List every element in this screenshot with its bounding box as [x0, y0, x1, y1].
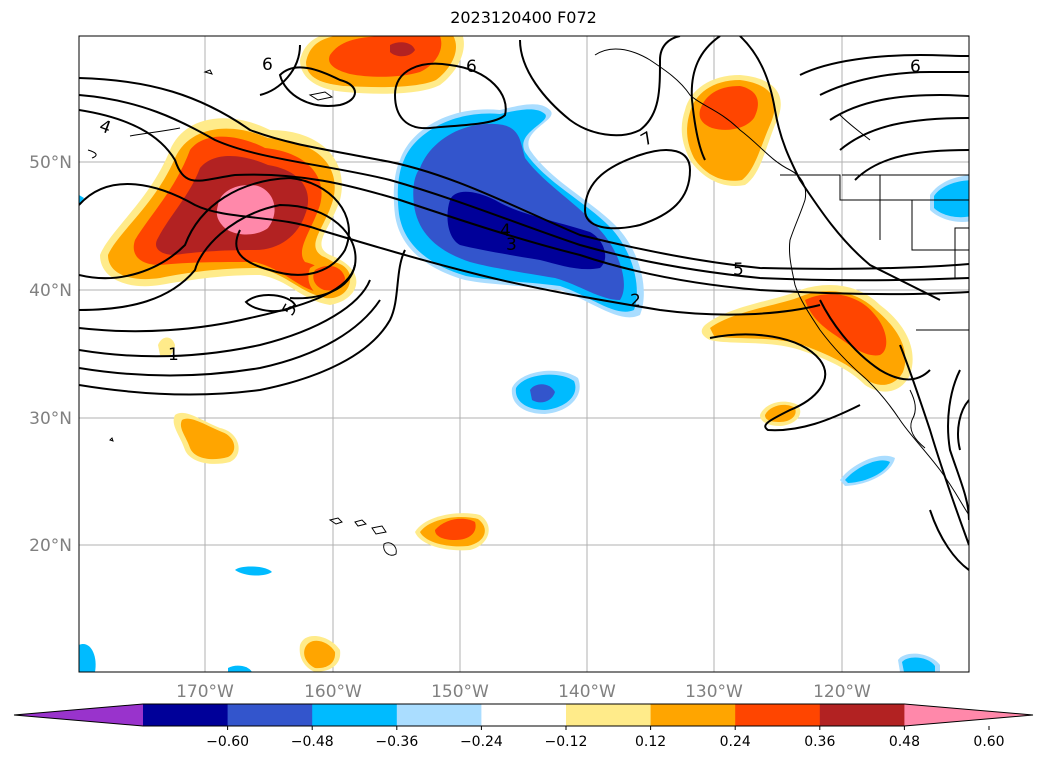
colorbar-tick-label: −0.24 [460, 734, 503, 750]
lat-label-40: 40°N [29, 281, 72, 301]
contour-label-4b: 4 [500, 221, 511, 241]
colorbar-tick-label: 0.24 [720, 734, 751, 750]
lon-label-170w: 170°W [176, 682, 234, 702]
colorbar-tick-label: 0.60 [973, 734, 1004, 750]
colorbar-tick-label: −0.48 [291, 734, 334, 750]
contour-lines [79, 36, 969, 571]
colorbar-tick-label: −0.12 [545, 734, 588, 750]
contour-label-6c: 6 [910, 57, 921, 77]
lon-label-130w: 130°W [685, 682, 743, 702]
colorbar-tick-label: −0.36 [375, 734, 418, 750]
colorbar-segment [735, 704, 821, 726]
colorbar-outline [13, 703, 1034, 727]
positive-anomaly-alaska [300, 36, 464, 94]
positive-anomaly-pacific-northwest [681, 75, 781, 186]
lon-label-140w: 140°W [558, 682, 616, 702]
colorbar-segment [396, 704, 482, 726]
lon-label-120w: 120°W [813, 682, 871, 702]
colorbar-tick-label: 0.36 [804, 734, 835, 750]
colorbar: −0.60 −0.48 −0.36 −0.24 −0.12 0.12 0.24 0.36 0.4… [13, 703, 1034, 750]
colorbar-tick-label: 0.48 [889, 734, 920, 750]
colorbar-segment [819, 704, 905, 726]
contour-label-3: 3 [506, 235, 517, 255]
colorbar-extend-low [14, 704, 143, 726]
contour-label-2: 2 [630, 291, 641, 311]
contour-label-5b: 5 [733, 260, 744, 280]
coastlines [87, 48, 969, 556]
colorbar-extend-high [904, 704, 1033, 726]
lat-label-50: 50°N [29, 153, 72, 173]
lon-label-160w: 160°W [304, 682, 362, 702]
colorbar-segment [481, 704, 567, 726]
contour-label-1: 1 [168, 345, 179, 365]
map-title: 2023120400 F072 [450, 8, 597, 27]
latitude-labels: 50°N 40°N 30°N 20°N [29, 153, 72, 556]
map-frame [78, 35, 970, 673]
longitude-labels: 170°W 160°W 150°W 140°W 130°W 120°W [176, 682, 871, 702]
colorbar-segment [227, 704, 313, 726]
lon-label-150w: 150°W [431, 682, 489, 702]
colorbar-segment [650, 704, 736, 726]
lat-label-30: 30°N [29, 409, 72, 429]
colorbar-segment [143, 704, 229, 726]
negative-anomaly-trough [393, 104, 644, 318]
positive-anomaly-small-blobs [158, 261, 801, 672]
colorbar-tick-label: −0.60 [206, 734, 249, 750]
colorbar-segment [312, 704, 398, 726]
lat-label-20: 20°N [29, 536, 72, 556]
contour-label-6b: 6 [466, 57, 477, 77]
contour-label-6a: 6 [262, 55, 273, 75]
negative-anomaly-small-blobs [79, 175, 969, 672]
colorbar-segment [566, 704, 652, 726]
colorbar-tick-label: 0.12 [635, 734, 666, 750]
